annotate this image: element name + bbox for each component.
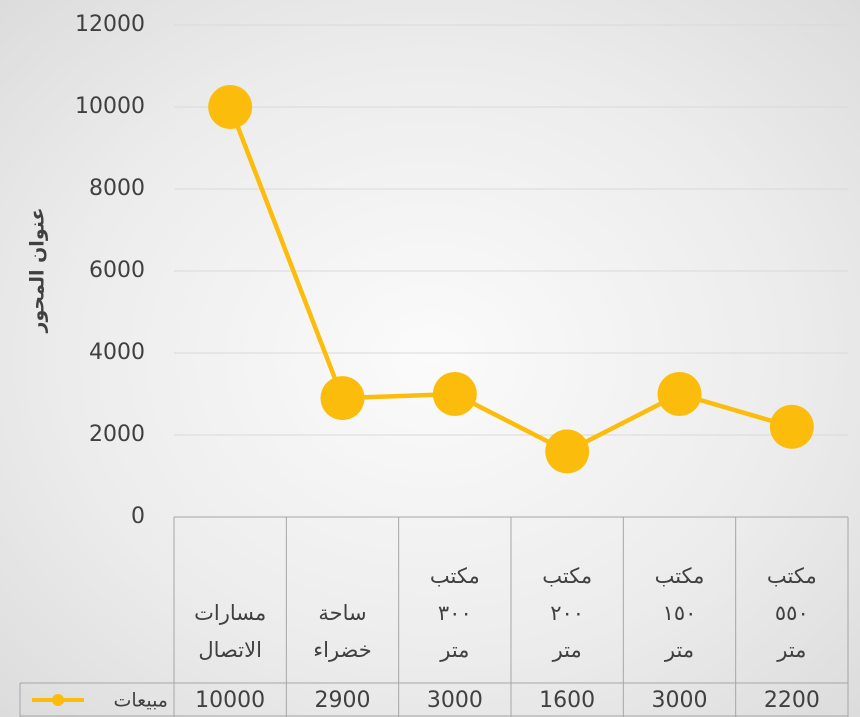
table-value: 2200 <box>764 688 820 713</box>
y-tick-label: 0 <box>131 504 145 529</box>
series-line <box>228 106 793 454</box>
x-tick-label: مكتب ١٥٠ متر <box>654 564 705 662</box>
x-tick-label: مكتب ٣٠٠ متر <box>429 564 480 662</box>
table-value: 1600 <box>539 688 595 713</box>
table-value: 3000 <box>652 688 708 713</box>
y-tick-label: 8000 <box>89 176 145 201</box>
table-value: 3000 <box>427 688 483 713</box>
x-tick-label: ساحة خضراء <box>313 601 372 662</box>
point <box>432 372 477 416</box>
y-tick-label: 2000 <box>89 422 145 447</box>
point <box>208 85 253 129</box>
y-axis-title: عنوان المحور <box>27 208 49 334</box>
x-tick-label: مسارات الاتصال <box>194 601 267 662</box>
y-tick-label: 4000 <box>89 340 145 365</box>
y-tick-label: 12000 <box>75 12 145 37</box>
x-tick-label: مكتب ٢٠٠ متر <box>542 564 593 662</box>
table-value: 2900 <box>315 688 371 713</box>
table-value: 10000 <box>195 688 265 713</box>
y-tick-label: 6000 <box>89 258 145 283</box>
x-tick-label: مكتب ٥٥٠ متر <box>766 564 817 662</box>
point <box>320 376 365 421</box>
point <box>769 404 814 449</box>
y-tick-label: 10000 <box>75 94 145 119</box>
legend-label: مبيعات <box>114 690 169 712</box>
point <box>657 372 702 416</box>
point <box>545 429 590 474</box>
legend-marker <box>52 694 64 706</box>
